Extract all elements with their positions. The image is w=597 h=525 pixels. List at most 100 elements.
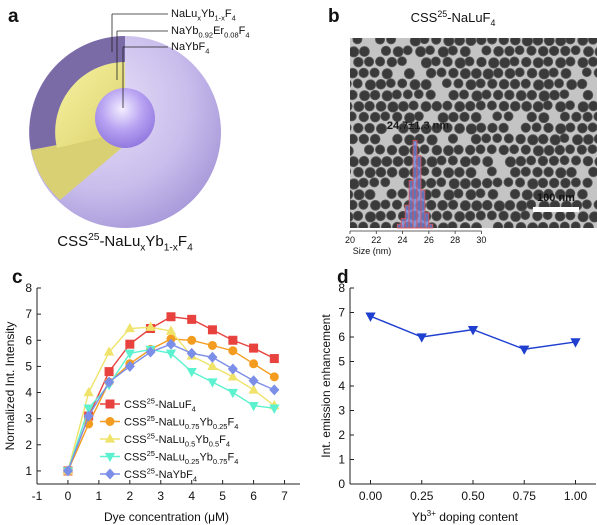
particle <box>503 177 514 188</box>
text-segment: -NaLuF <box>447 10 490 25</box>
particle <box>420 123 432 135</box>
particle <box>358 155 370 167</box>
particle <box>577 188 588 200</box>
particle <box>352 210 364 221</box>
text-segment: 1-x <box>164 243 178 254</box>
particle <box>549 89 560 101</box>
data-point <box>248 401 259 412</box>
text-segment: -NaLu <box>99 233 140 250</box>
particle <box>375 210 386 222</box>
particle <box>543 145 555 156</box>
particle <box>398 101 409 112</box>
particle <box>415 46 427 58</box>
particle <box>504 68 516 79</box>
text-segment: CSS <box>124 452 147 464</box>
text-segment: 0.5 <box>209 439 219 448</box>
particle <box>443 189 455 201</box>
x-tick-label: 1.00 <box>564 489 588 503</box>
text-segment: CSS <box>124 399 147 411</box>
particle <box>431 38 442 45</box>
particle <box>353 122 364 134</box>
particle <box>582 111 593 122</box>
particle <box>430 56 441 67</box>
particle <box>448 178 460 190</box>
particle <box>548 45 560 57</box>
particle <box>532 57 544 69</box>
data-point <box>83 410 94 422</box>
text-segment: 25 <box>88 232 100 243</box>
particle <box>593 111 597 122</box>
particle <box>565 210 576 221</box>
x-tick-label: 24 <box>398 235 408 245</box>
particle <box>510 100 521 112</box>
particle <box>537 45 549 57</box>
particle <box>380 199 391 210</box>
particle <box>454 101 466 112</box>
particle <box>381 68 393 80</box>
cut-floor <box>31 132 125 200</box>
text-segment: CSS <box>124 469 147 481</box>
particle <box>548 155 560 166</box>
particle <box>409 79 421 91</box>
particle <box>454 211 466 222</box>
particle <box>554 144 565 156</box>
particle <box>436 155 447 166</box>
data-point <box>103 346 115 356</box>
y-tick-label: 8 <box>338 281 345 295</box>
data-point <box>187 314 197 324</box>
text-segment: F <box>225 8 232 20</box>
particle <box>437 46 449 58</box>
particle <box>543 188 554 200</box>
particle <box>353 166 364 178</box>
particle <box>482 68 494 80</box>
particle <box>350 199 358 211</box>
particle <box>486 166 497 177</box>
particle <box>510 211 522 222</box>
particle <box>409 38 421 47</box>
x-axis-label: Size (nm) <box>353 246 392 256</box>
particle <box>532 166 543 178</box>
text-segment: -NaLuF <box>155 399 192 411</box>
particle <box>555 123 567 135</box>
particle <box>476 122 487 133</box>
y-axis-label: Int. emission enhancement <box>319 314 333 458</box>
particle <box>425 89 436 100</box>
text-segment: 4 <box>226 439 230 448</box>
particle <box>459 178 471 190</box>
particle <box>565 122 576 133</box>
data-point <box>165 349 177 359</box>
data-point <box>145 346 156 358</box>
particle <box>538 90 550 102</box>
particle <box>488 57 500 69</box>
data-point <box>104 376 115 388</box>
particle <box>363 144 375 155</box>
particle <box>403 68 415 80</box>
x-tick-label: 0.50 <box>461 489 485 503</box>
particle <box>481 45 492 56</box>
data-point <box>207 325 217 335</box>
particle <box>386 166 398 178</box>
particle <box>587 38 597 45</box>
particle <box>465 144 476 156</box>
particle <box>565 100 575 111</box>
text-segment: x <box>197 13 201 22</box>
particle <box>437 199 448 211</box>
text-segment: 4 <box>187 243 193 254</box>
particle <box>583 46 594 58</box>
x-tick-label: -1 <box>32 489 43 503</box>
data-point <box>227 388 238 399</box>
particle <box>587 122 597 133</box>
particle <box>370 156 382 168</box>
text-segment: Yb <box>145 233 163 250</box>
particle <box>548 67 559 78</box>
particle <box>527 134 539 146</box>
particle <box>442 56 453 67</box>
text-segment: 25 <box>437 9 447 19</box>
particle <box>350 67 358 79</box>
panel-label: b <box>328 6 340 27</box>
text-segment: Yb <box>199 417 212 429</box>
particle <box>350 111 357 122</box>
text-segment: Er <box>213 25 224 37</box>
particle <box>509 144 520 155</box>
particle <box>543 78 554 90</box>
